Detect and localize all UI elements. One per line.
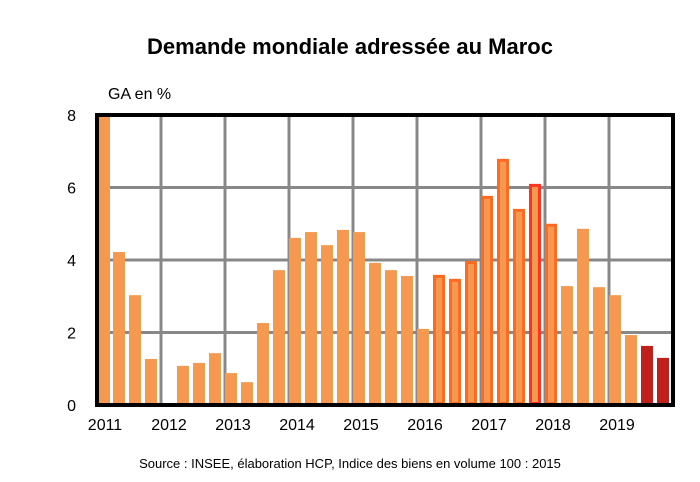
bar-2014T1 [289,237,301,405]
bar-2011T4 [145,358,157,405]
bar-2016T1 [417,328,429,405]
bar-2015T4 [401,275,413,405]
bar-2016T4 [465,261,477,405]
bar-2015T1 [353,232,365,405]
bar-2018T4 [593,287,605,405]
bar-2014T2 [305,232,317,405]
bar-2018T2 [561,286,573,405]
chart-title: Demande mondiale adressée au Maroc [147,34,553,59]
bar-2017T2 [497,158,509,405]
x-tick-label: 2016 [407,417,443,434]
bar-2015T2 [369,262,381,405]
bar-2019T1 [609,295,621,405]
x-tick-label: 2013 [215,417,251,434]
bar-2011T3 [129,295,141,405]
x-ticks: 2011 2012 2013 2014 2015 2016 2017 2018 2019 [88,417,635,434]
bar-2017T4 [529,183,541,405]
x-tick-label: 2015 [343,417,379,434]
x-tick-label: 2012 [151,417,187,434]
y-tick-label: 8 [67,108,76,125]
y-tick-label: 4 [67,253,76,270]
bar-2012T4 [209,353,221,405]
y-ticks: 0 2 4 6 8 [67,108,76,415]
bar-2013T2 [241,382,253,405]
bar-2012T3 [193,362,205,405]
bar-2017T3 [513,208,525,405]
plot-frame [95,113,675,407]
y-tick-label: 0 [67,398,76,415]
bar-2013T1 [225,373,237,405]
bar-2011T1 [98,115,110,405]
y-tick-label: 6 [67,181,76,198]
x-tick-label: 2014 [279,417,315,434]
bar-2017T1 [481,195,493,405]
bars [98,115,669,407]
bar-2019T3 [641,345,653,405]
x-tick-label: 2018 [535,417,571,434]
bar-2019T2 [625,335,637,405]
bar-2013T3 [257,323,269,405]
bar-2016T3 [449,278,461,406]
x-tick-label: 2019 [599,417,635,434]
bar-2019T4 [657,357,669,405]
x-tick-label: 2017 [471,417,507,434]
bar-2016T2 [433,274,445,405]
bar-2011T2 [113,252,125,405]
bar-2014T3 [321,245,333,405]
bar-2014T4 [337,229,349,405]
bar-2015T3 [385,270,397,405]
y-tick-label: 2 [67,326,76,343]
y-axis-label: GA en % [108,86,172,103]
bar-2018T3 [577,228,589,405]
x-tick-label: 2011 [88,417,123,434]
bar-2012T2 [177,365,189,405]
source-note: Source : INSEE, élaboration HCP, Indice … [139,456,561,471]
bar-2013T4 [273,270,285,405]
bar-2018T1 [545,223,557,405]
